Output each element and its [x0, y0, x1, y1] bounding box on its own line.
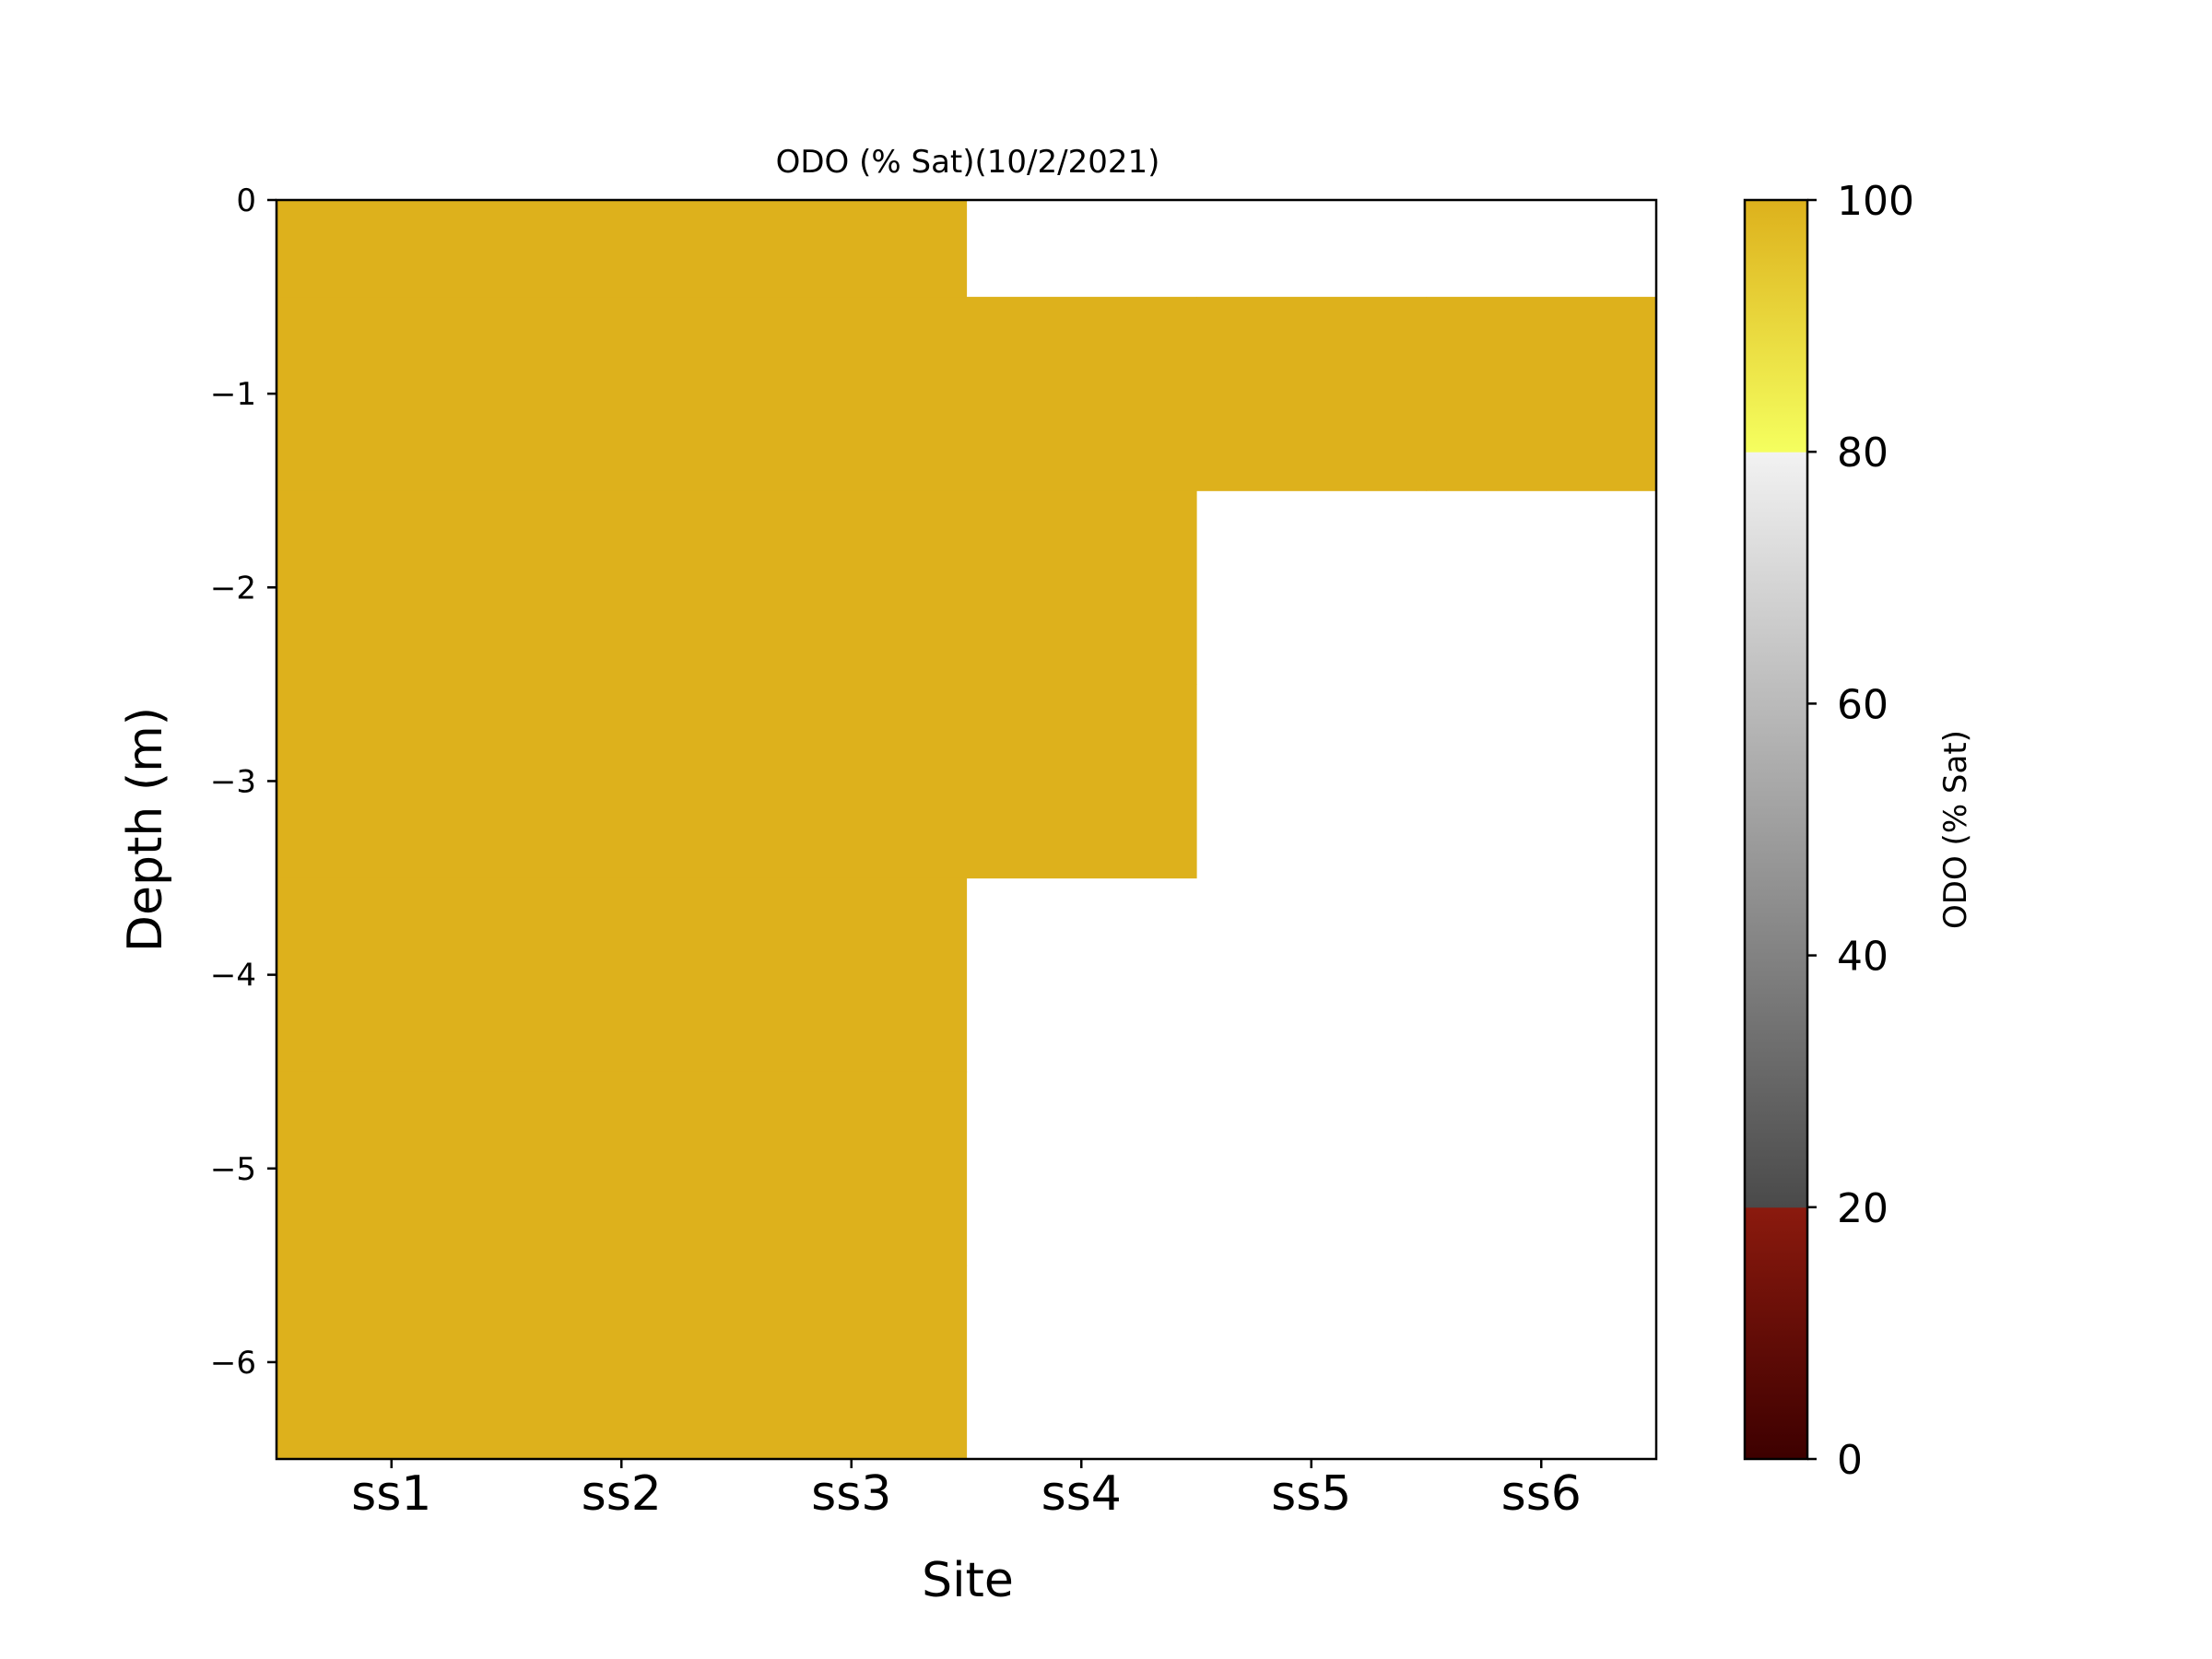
- heatmap-cell: [506, 297, 737, 491]
- heatmap-cell: [1196, 297, 1428, 491]
- colorbar-tick-label: 80: [1837, 429, 1888, 477]
- x-tick-label: ss4: [1041, 1466, 1122, 1522]
- colorbar-frame: [1743, 198, 1809, 1461]
- heatmap-cell: [506, 684, 737, 879]
- heatmap-cell: [276, 490, 508, 685]
- heatmap-cell: [276, 1071, 508, 1266]
- colorbar-segment: [1745, 1206, 1807, 1460]
- y-axis-ticks: 0 −1 −2 −3 −4 −5 −6: [210, 182, 276, 1382]
- heatmap-cell: [736, 877, 968, 1073]
- colorbar-segment: [1745, 452, 1807, 1208]
- heatmap-cell: [736, 297, 968, 491]
- colorbar-tick-label: 20: [1837, 1185, 1888, 1232]
- y-axis-label: Depth (m): [118, 707, 173, 952]
- heatmap-cell: [736, 684, 968, 879]
- y-tick-label: −1: [210, 376, 256, 413]
- heatmap-cell: [506, 1071, 737, 1266]
- heatmap-cell: [966, 684, 1197, 879]
- x-tick-label: ss1: [351, 1466, 431, 1522]
- heatmap-cell: [276, 297, 508, 491]
- heatmap-cells: [276, 200, 1657, 1460]
- heatmap-cell: [276, 877, 508, 1073]
- plot-area: ss1 ss2 ss3 ss4 ss5 ss6 0 −1 −2 −3 −4 −5 −6: [210, 182, 1658, 1522]
- heatmap-cell: [966, 297, 1197, 491]
- heatmap-cell: [506, 1265, 737, 1460]
- y-tick-label: −6: [210, 1345, 256, 1382]
- heatmap-cell: [506, 200, 737, 298]
- y-tick-label: −4: [210, 958, 256, 994]
- x-axis-label: Site: [922, 1553, 1014, 1608]
- plot-frame: [275, 198, 1658, 1461]
- colorbar-tick-label: 40: [1837, 934, 1888, 981]
- colorbar-segment: [1745, 200, 1807, 453]
- x-tick-label: ss3: [811, 1466, 891, 1522]
- heatmap-cell: [736, 1265, 968, 1460]
- y-tick-label: −5: [210, 1151, 256, 1188]
- heatmap-cell: [736, 1071, 968, 1266]
- colorbar: 0 20 40 60 80 100 ODO (% Sat): [1743, 178, 1974, 1484]
- y-tick-label: −2: [210, 570, 256, 606]
- heatmap-cell: [506, 877, 737, 1073]
- heatmap-cell: [276, 200, 508, 298]
- heatmap-cell: [276, 1265, 508, 1460]
- x-tick-label: ss5: [1271, 1466, 1351, 1522]
- colorbar-tick-label: 60: [1837, 681, 1888, 728]
- heatmap-cell: [736, 200, 968, 298]
- colorbar-label: ODO (% Sat): [1937, 730, 1974, 929]
- x-tick-label: ss2: [582, 1466, 662, 1522]
- heatmap-cell: [506, 490, 737, 685]
- heatmap-cell: [276, 684, 508, 879]
- heatmap-cell: [1426, 297, 1657, 491]
- y-tick-label: 0: [236, 182, 256, 219]
- y-tick-label: −3: [210, 763, 256, 800]
- colorbar-tick-label: 0: [1837, 1437, 1863, 1484]
- x-tick-label: ss6: [1501, 1466, 1582, 1522]
- chart-title: ODO (% Sat)(10/2/2021): [776, 144, 1160, 181]
- heatmap-cell: [966, 490, 1197, 685]
- colorbar-ticks: 0 20 40 60 80 100: [1807, 178, 1914, 1484]
- colorbar-gradient: [1745, 200, 1807, 1460]
- colorbar-tick-label: 100: [1837, 178, 1914, 225]
- heatmap-cell: [736, 490, 968, 685]
- x-axis-ticks: ss1 ss2 ss3 ss4 ss5 ss6: [351, 1459, 1582, 1522]
